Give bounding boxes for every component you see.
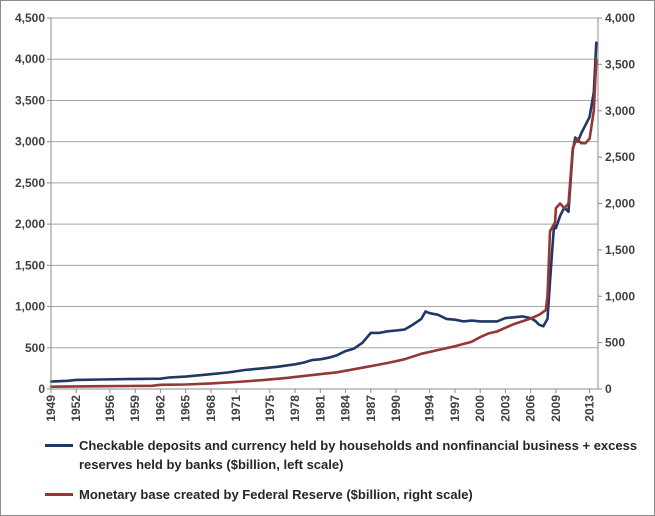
right-axis-tick-label: 3,500	[605, 57, 635, 71]
left-axis-tick-label: 4,500	[15, 11, 45, 25]
left-axis-tick-label: 3,500	[15, 93, 45, 107]
left-axis-tick-label: 1,000	[15, 300, 45, 314]
x-axis-tick-label: 1978	[288, 395, 302, 422]
x-axis-tick-label: 2000	[473, 395, 487, 422]
legend-swatch-monetary-base	[45, 493, 73, 496]
x-axis-tick-labels: 1949 1952 1956 1959 1962 1965 1968 1971 1975 1978…	[44, 395, 597, 422]
legend-label-deposits: Checkable deposits and currency held by …	[79, 438, 638, 472]
left-axis-tick-labels: 0 500 1,000 1,500 2,000 2,500 3,000 3,500 4,000 4…	[15, 11, 45, 396]
axes	[47, 17, 602, 393]
left-axis-tick-label: 1,500	[15, 258, 45, 272]
x-axis-tick-label: 1949	[44, 395, 58, 422]
legend-swatch-deposits	[45, 444, 73, 447]
legend-item-deposits: Checkable deposits and currency held by …	[45, 436, 639, 474]
right-axis-tick-label: 3,000	[605, 104, 635, 118]
x-axis-tick-label: 1956	[103, 395, 117, 422]
left-axis-tick-label: 2,500	[15, 176, 45, 190]
x-axis-tick-label: 2013	[583, 395, 597, 422]
right-axis-tick-label: 4,000	[605, 11, 635, 25]
right-axis-tick-labels: 0 500 1,000 1,500 2,000 2,500 3,000 3,500 4,000	[605, 11, 635, 396]
left-axis-tick-label: 0	[38, 382, 45, 396]
x-axis-tick-label: 1984	[339, 395, 353, 422]
x-axis-tick-label: 1975	[263, 395, 277, 422]
right-axis-tick-label: 2,500	[605, 150, 635, 164]
x-axis-tick-label: 2006	[524, 395, 538, 422]
x-axis-tick-label: 1990	[389, 395, 403, 422]
right-axis-tick-label: 1,000	[605, 289, 635, 303]
x-axis-tick-label: 2009	[549, 395, 563, 422]
x-axis-tick-label: 1987	[364, 395, 378, 422]
right-axis-tick-label: 500	[605, 336, 625, 350]
right-axis-tick-label: 0	[605, 382, 612, 396]
x-axis-tick-label: 1968	[204, 395, 218, 422]
x-axis-tick-label: 1959	[128, 395, 142, 422]
series-line-monetary-base	[49, 58, 598, 389]
legend-label-monetary-base: Monetary base created by Federal Reserve…	[79, 487, 473, 502]
left-axis-tick-label: 2,000	[15, 217, 45, 231]
left-axis-tick-label: 4,000	[15, 52, 45, 66]
x-axis-tick-label: 1971	[229, 395, 243, 422]
x-axis-tick-label: 1994	[423, 395, 437, 422]
x-axis-tick-label: 1965	[179, 395, 193, 422]
series-line-deposits	[49, 41, 598, 383]
x-axis-tick-label: 1981	[313, 395, 327, 422]
x-axis-tick-label: 2003	[498, 395, 512, 422]
x-axis-tick-label: 1997	[448, 395, 462, 422]
right-axis-tick-label: 1,500	[605, 243, 635, 257]
left-axis-tick-label: 500	[25, 341, 45, 355]
x-axis-tick-label: 1962	[153, 395, 167, 422]
left-axis-tick-label: 3,000	[15, 135, 45, 149]
right-axis-tick-label: 2,000	[605, 197, 635, 211]
legend-item-monetary-base: Monetary base created by Federal Reserve…	[45, 485, 639, 504]
x-axis-tick-label: 1952	[69, 395, 83, 422]
series-lines	[49, 41, 598, 389]
gridlines	[51, 17, 598, 349]
